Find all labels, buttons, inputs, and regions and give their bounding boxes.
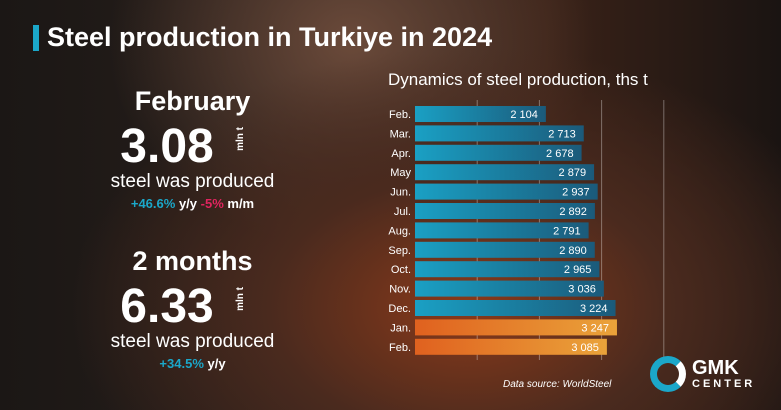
data-label: 3 224 — [580, 303, 608, 315]
category-label: Feb. — [389, 109, 411, 121]
data-source: Data source: WorldSteel — [503, 379, 612, 390]
yoy-label: y/y — [207, 356, 226, 371]
month-text: steel was produced — [110, 171, 275, 192]
category-label: Sep. — [388, 245, 411, 257]
period-yoy: +34.5% — [159, 356, 204, 371]
category-label: Feb. — [389, 342, 411, 354]
period-text: steel was produced — [110, 331, 275, 352]
period-value-row: 6.33 mln t — [120, 283, 264, 331]
category-label: May — [390, 167, 411, 179]
data-label: 2 879 — [559, 167, 587, 179]
bar — [415, 319, 617, 336]
month-block: February 3.08 mln t steel was produced +4… — [60, 86, 325, 211]
logo-line2: CENTER — [692, 378, 756, 390]
period-changes: +34.5% y/y — [60, 356, 325, 371]
logo-line1: GMK — [692, 357, 739, 379]
period-value: 6.33 — [120, 280, 214, 333]
bar — [415, 164, 595, 181]
data-label: 3 085 — [571, 342, 599, 354]
bar — [415, 222, 589, 239]
category-label: Nov. — [389, 284, 411, 296]
data-label: 3 247 — [581, 322, 609, 334]
category-label: Dec. — [388, 303, 411, 315]
logo-ring-icon — [650, 356, 686, 392]
page-title: Steel production in Turkiye in 2024 — [33, 22, 492, 53]
category-label: Mar. — [390, 128, 411, 140]
bar — [415, 125, 584, 142]
period-label: 2 months — [132, 246, 253, 276]
title-text: Steel production in Turkiye in 2024 — [47, 22, 493, 52]
data-label: 2 937 — [562, 187, 590, 199]
bar — [415, 144, 582, 161]
category-label: Jul. — [394, 206, 411, 218]
category-label: Apr. — [391, 148, 411, 160]
month-value-row: 3.08 mln t — [120, 123, 264, 171]
month-value: 3.08 — [120, 120, 214, 173]
data-label: 2 104 — [510, 109, 538, 121]
data-label: 2 678 — [546, 148, 574, 160]
mom-label: m/m — [227, 196, 255, 211]
month-changes: +46.6% y/y -5% m/m — [60, 196, 325, 211]
period-block: 2 months 6.33 mln t steel was produced +3… — [60, 246, 325, 371]
month-yoy: +46.6% — [130, 196, 176, 211]
category-label: Jun. — [390, 187, 411, 199]
category-label: Jan. — [390, 322, 411, 334]
data-label: 2 713 — [548, 128, 576, 140]
data-label: 2 965 — [564, 264, 592, 276]
bar — [415, 300, 616, 316]
bar — [415, 183, 598, 200]
bar — [415, 241, 595, 258]
bar — [415, 106, 546, 122]
category-label: Oct. — [391, 264, 411, 276]
yoy-label: y/y — [178, 196, 198, 211]
bar — [415, 280, 604, 297]
month-mom: -5% — [200, 196, 224, 211]
month-label: February — [134, 86, 251, 116]
data-label: 3 036 — [568, 284, 596, 296]
bar — [415, 338, 607, 355]
category-label: Aug. — [388, 225, 411, 237]
data-label: 2 791 — [553, 225, 581, 237]
bar — [415, 261, 600, 278]
bar — [415, 203, 595, 219]
gmk-logo: GMK CENTER — [650, 356, 755, 392]
data-label: 2 892 — [559, 206, 587, 218]
chart-title: Dynamics of steel production, ths t — [388, 70, 648, 89]
data-label: 2 890 — [559, 245, 587, 257]
title-accent — [33, 24, 39, 51]
